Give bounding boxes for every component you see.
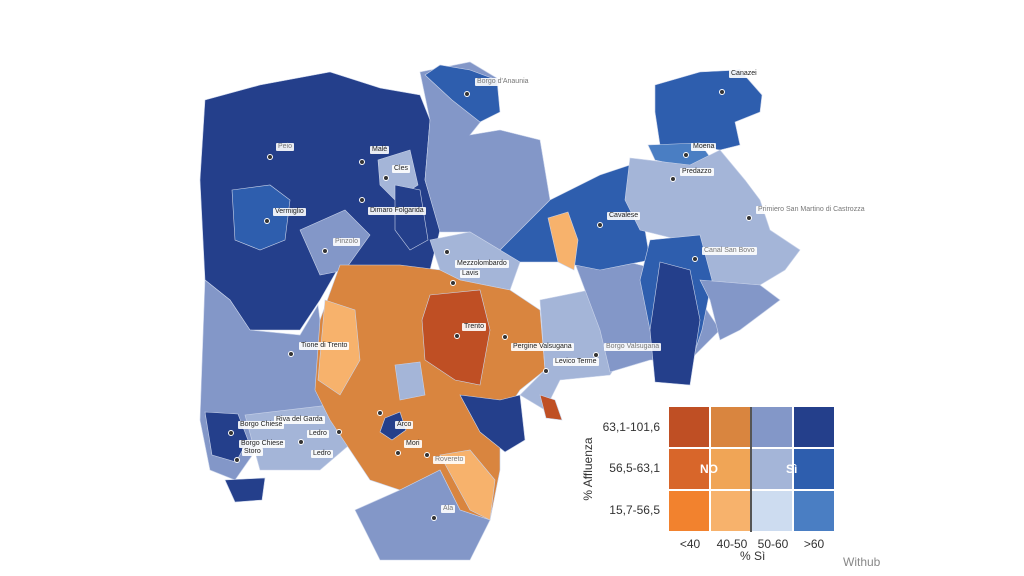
town-label: Mezzolombardo [455, 260, 509, 268]
legend-cell [752, 491, 792, 531]
legend-cell [669, 491, 709, 531]
region-rovereto-light[interactable] [439, 449, 496, 521]
legend-cell [793, 407, 834, 447]
town-label: Dimaro Folgarida [368, 207, 426, 215]
town-label: Predazzo [680, 168, 714, 176]
legend-row-label: 15,7-56,5 [609, 503, 660, 517]
town-label: Levico Terme [553, 358, 599, 366]
legend-row-label: 56,5-63,1 [609, 461, 660, 475]
town-marker-icon[interactable] [670, 176, 676, 182]
town-label: Rovereto [433, 456, 466, 464]
town-label: Borgo Chiese [239, 440, 286, 448]
town-marker-icon[interactable] [228, 430, 234, 436]
legend-col-label: 40-50 [716, 537, 748, 551]
town-label: Malè [370, 146, 390, 154]
town-label: Peio [276, 143, 295, 151]
legend-x-axis-label: % Sì [740, 549, 766, 563]
town-label: Borgo d'Anaunia [475, 78, 531, 86]
legend-cell [669, 407, 709, 447]
town-label: Borgo Valsugana [604, 343, 662, 351]
town-label: Riva del Garda [274, 416, 325, 424]
legend-si-label: Sì [786, 462, 798, 476]
legend-cell [752, 407, 792, 447]
town-label: Cavalese [607, 212, 641, 220]
town-marker-icon[interactable] [383, 175, 389, 181]
town-marker-icon[interactable] [683, 152, 689, 158]
town-marker-icon[interactable] [359, 159, 365, 165]
legend-cell [793, 491, 834, 531]
town-label: Borgo Chiese [238, 421, 285, 429]
town-marker-icon[interactable] [444, 249, 450, 255]
town-label: Arco [395, 421, 414, 429]
town-label: Tione di Trento [299, 342, 350, 350]
town-label: Cles [392, 165, 411, 173]
town-marker-icon[interactable] [359, 197, 365, 203]
town-marker-icon[interactable] [593, 352, 599, 358]
town-label: Lavis [460, 270, 481, 278]
town-label: Mori [404, 440, 422, 448]
region-south-ala[interactable] [354, 469, 491, 561]
town-label: Canazei [729, 70, 759, 78]
town-marker-icon[interactable] [431, 515, 437, 521]
region-center-pale[interactable] [394, 361, 426, 401]
town-marker-icon[interactable] [298, 439, 304, 445]
town-marker-icon[interactable] [424, 452, 430, 458]
region-levico-red[interactable] [539, 394, 563, 421]
town-label: Pergine Valsugana [511, 343, 574, 351]
region-arco-navy[interactable] [379, 411, 407, 441]
region-levico-navy[interactable] [459, 394, 526, 453]
region-east-pale[interactable] [699, 279, 781, 341]
legend-col-label: <40 [679, 537, 701, 551]
town-marker-icon[interactable] [719, 89, 725, 95]
town-marker-icon[interactable] [543, 368, 549, 374]
town-label: Ala [441, 505, 456, 513]
credit-text: Withub [843, 555, 881, 569]
region-vermiglio[interactable] [231, 184, 291, 251]
legend-no-label: NO [700, 462, 718, 476]
town-label: Trento [462, 323, 486, 331]
town-marker-icon[interactable] [464, 91, 470, 97]
town-label: Canal San Bovo [702, 247, 757, 255]
legend-col-label: >60 [803, 537, 825, 551]
town-marker-icon[interactable] [502, 334, 508, 340]
town-marker-icon[interactable] [454, 333, 460, 339]
town-marker-icon[interactable] [288, 351, 294, 357]
region-fassa[interactable] [654, 69, 763, 151]
legend-row-label: 63,1-101,6 [602, 420, 660, 434]
legend-cell [710, 491, 751, 531]
legend-cell [710, 407, 751, 447]
town-label: Ledro [311, 450, 333, 458]
town-label: Vermiglio [273, 208, 306, 216]
region-orange-spot[interactable] [547, 211, 579, 271]
town-marker-icon[interactable] [322, 248, 328, 254]
legend-cell [710, 449, 751, 489]
legend-col-label: 50-60 [757, 537, 789, 551]
town-marker-icon[interactable] [450, 280, 456, 286]
town-marker-icon[interactable] [377, 410, 383, 416]
town-label: Pinzolo [333, 238, 360, 246]
town-marker-icon[interactable] [395, 450, 401, 456]
legend-cell [669, 449, 709, 489]
town-marker-icon[interactable] [597, 222, 603, 228]
town-marker-icon[interactable] [264, 218, 270, 224]
region-storo-south[interactable] [224, 477, 266, 503]
legend-divider [750, 407, 752, 532]
town-marker-icon[interactable] [746, 215, 752, 221]
town-label: Moena [691, 143, 717, 151]
town-marker-icon[interactable] [267, 154, 273, 160]
town-label: Ledro [307, 430, 329, 438]
region-navy-center[interactable] [394, 184, 429, 251]
legend-cell [793, 449, 834, 489]
region-tesino-navy[interactable] [649, 261, 701, 386]
town-marker-icon[interactable] [336, 429, 342, 435]
town-marker-icon[interactable] [692, 256, 698, 262]
town-label: Primiero San Martino di Castrozza [756, 206, 867, 214]
legend-cell [752, 449, 792, 489]
town-label: Storo [242, 448, 263, 456]
town-marker-icon[interactable] [234, 457, 240, 463]
region-fiemme[interactable] [499, 164, 651, 271]
